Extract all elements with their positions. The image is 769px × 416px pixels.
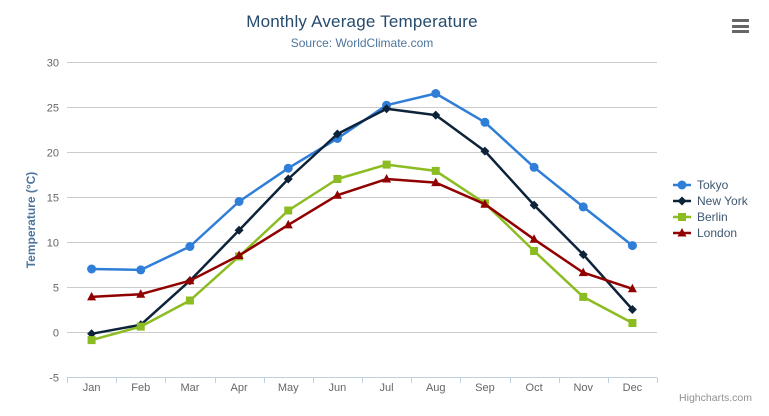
data-point-berlin-jul[interactable] xyxy=(382,160,391,169)
circle-marker-icon xyxy=(673,180,691,190)
y-axis-label: -5 xyxy=(49,373,59,385)
x-axis-label: Feb xyxy=(131,382,150,394)
data-point-london-jun[interactable] xyxy=(332,190,342,199)
x-axis-label: Nov xyxy=(573,382,593,394)
data-point-london-sep[interactable] xyxy=(480,199,490,208)
diamond-marker-icon xyxy=(673,196,691,206)
data-point-tokyo-oct[interactable] xyxy=(529,162,539,172)
data-point-london-feb[interactable] xyxy=(136,289,146,298)
legend-label: Berlin xyxy=(697,210,728,224)
chart-title: Monthly Average Temperature xyxy=(246,12,478,31)
series-line-london xyxy=(90,177,634,299)
x-axis-label: Jan xyxy=(83,382,101,394)
data-point-london-aug[interactable] xyxy=(431,177,441,187)
data-point-berlin-may[interactable] xyxy=(284,206,293,215)
y-axis-label: 30 xyxy=(47,58,59,70)
x-axis-label: Jul xyxy=(380,382,394,394)
legend-label: New York xyxy=(697,194,748,208)
x-axis-label: Oct xyxy=(526,382,543,394)
data-point-london-jul[interactable] xyxy=(382,174,392,183)
data-point-tokyo-mar[interactable] xyxy=(185,242,195,251)
data-point-london-mar[interactable] xyxy=(185,275,195,285)
export-menu-button[interactable] xyxy=(730,18,750,37)
hamburger-icon xyxy=(731,19,749,34)
data-point-berlin-mar[interactable] xyxy=(185,296,194,305)
data-point-london-may[interactable] xyxy=(283,219,293,229)
data-point-berlin-jun[interactable] xyxy=(333,175,342,183)
y-axis-label: 20 xyxy=(47,148,59,160)
data-point-tokyo-may[interactable] xyxy=(283,163,293,173)
data-point-london-nov[interactable] xyxy=(578,267,588,277)
series-line-new-york xyxy=(90,107,634,336)
legend-item-new-york[interactable]: New York xyxy=(672,193,748,209)
data-point-new-york-jun[interactable] xyxy=(332,129,342,139)
x-axis-label: Jun xyxy=(329,382,347,394)
y-axis-label: 0 xyxy=(53,328,59,340)
series-line-berlin xyxy=(90,163,634,342)
legend-label: Tokyo xyxy=(697,178,729,192)
x-axis-label: Apr xyxy=(231,382,248,394)
data-point-berlin-jan[interactable] xyxy=(87,336,96,345)
data-point-new-york-aug[interactable] xyxy=(431,110,441,120)
data-point-berlin-dec[interactable] xyxy=(628,319,637,327)
data-point-london-apr[interactable] xyxy=(234,250,244,260)
legend-item-london[interactable]: London xyxy=(672,225,748,241)
data-point-london-oct[interactable] xyxy=(529,234,539,243)
y-axis-title: Temperature (°C) xyxy=(24,171,38,269)
data-point-new-york-apr[interactable] xyxy=(234,225,244,235)
x-axis-label: Dec xyxy=(623,382,643,394)
y-axis-label: 10 xyxy=(47,238,59,250)
data-point-new-york-sep[interactable] xyxy=(480,146,490,156)
data-point-new-york-jul[interactable] xyxy=(382,104,392,114)
data-point-tokyo-jan[interactable] xyxy=(87,264,97,274)
series-line-tokyo xyxy=(90,92,634,272)
x-axis-label: May xyxy=(278,382,299,394)
data-point-tokyo-feb[interactable] xyxy=(136,265,146,275)
data-point-tokyo-nov[interactable] xyxy=(578,202,588,212)
legend-label: London xyxy=(697,226,738,240)
data-point-berlin-oct[interactable] xyxy=(530,247,539,255)
data-point-tokyo-sep[interactable] xyxy=(480,117,490,127)
data-point-new-york-may[interactable] xyxy=(283,174,293,184)
x-axis-label: Mar xyxy=(180,382,199,394)
legend-item-berlin[interactable]: Berlin xyxy=(672,209,748,225)
y-axis-label: 15 xyxy=(47,193,59,205)
data-point-berlin-aug[interactable] xyxy=(431,166,440,175)
legend: Tokyo New York Berlin London xyxy=(672,177,748,241)
triangle-marker-icon xyxy=(673,228,691,237)
data-point-new-york-oct[interactable] xyxy=(529,200,539,210)
y-axis-label: 5 xyxy=(53,283,59,295)
square-marker-icon xyxy=(673,213,691,221)
data-point-berlin-feb[interactable] xyxy=(136,322,145,331)
data-point-london-dec[interactable] xyxy=(627,283,637,293)
y-axis-label: 25 xyxy=(47,103,59,115)
chart-subtitle: Source: WorldClimate.com xyxy=(290,36,434,50)
data-point-london-jan[interactable] xyxy=(87,291,97,301)
data-point-tokyo-apr[interactable] xyxy=(234,197,244,206)
data-point-berlin-nov[interactable] xyxy=(579,292,588,301)
credits-link[interactable]: Highcharts.com xyxy=(679,392,752,404)
x-axis-label: Sep xyxy=(475,382,495,394)
data-point-new-york-nov[interactable] xyxy=(578,250,588,260)
x-axis-label: Aug xyxy=(426,382,446,394)
data-point-tokyo-aug[interactable] xyxy=(431,89,441,98)
data-point-tokyo-dec[interactable] xyxy=(627,241,637,251)
data-point-new-york-jan[interactable] xyxy=(87,329,97,339)
data-point-new-york-dec[interactable] xyxy=(627,305,637,314)
legend-item-tokyo[interactable]: Tokyo xyxy=(672,177,748,193)
